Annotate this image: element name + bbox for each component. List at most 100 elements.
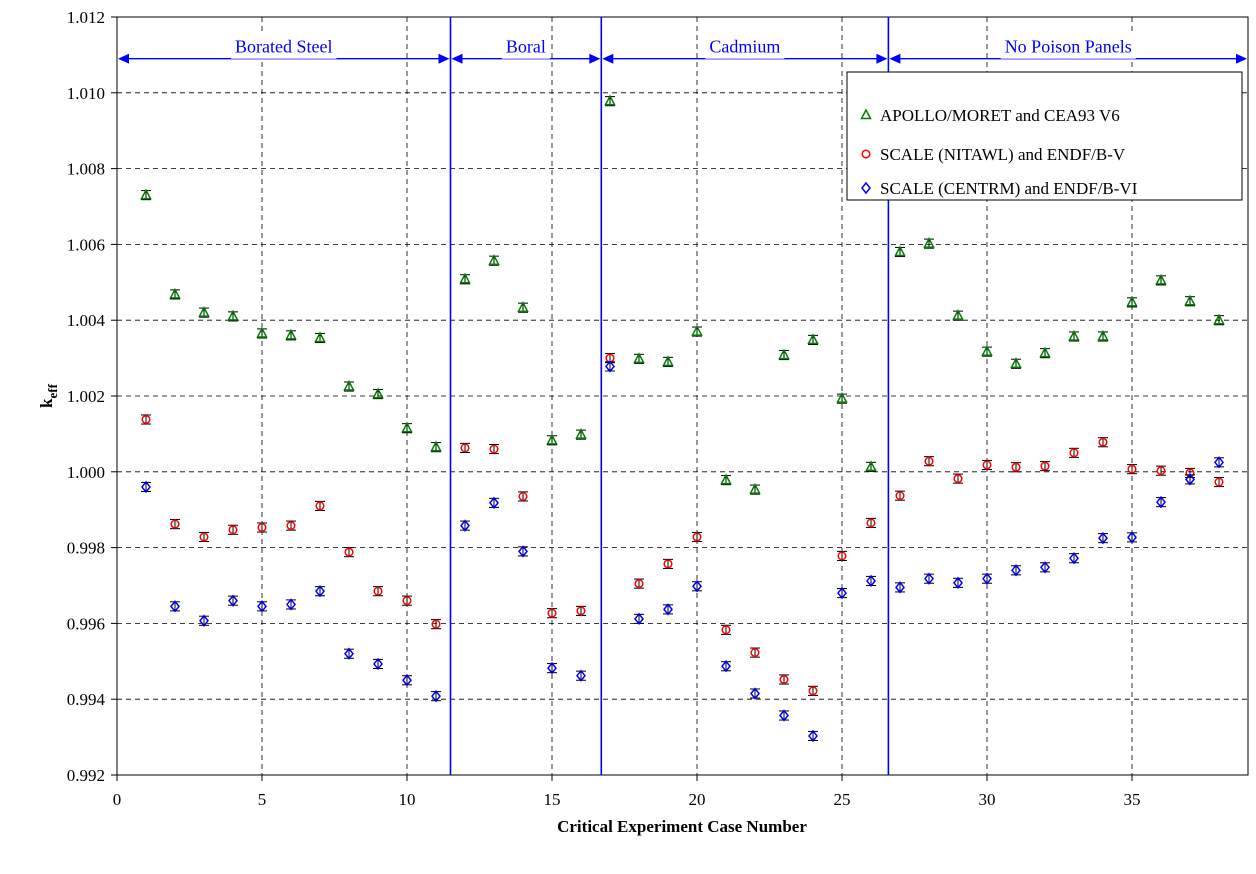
data-point (721, 660, 731, 673)
data-point (286, 598, 296, 611)
data-point (1126, 295, 1138, 307)
data-point (865, 460, 877, 472)
data-point (576, 669, 586, 682)
data-point (170, 600, 180, 613)
data-point (256, 326, 268, 338)
series-1 (141, 353, 1224, 696)
legend-label-apollo: APOLLO/MORET and CEA93 V6 (880, 106, 1120, 125)
data-point (141, 414, 151, 425)
data-point (808, 686, 818, 696)
data-point (1098, 531, 1108, 545)
data-point (749, 483, 761, 494)
region-label: Cadmium (709, 37, 780, 57)
data-point (866, 574, 876, 588)
legend-box (846, 71, 1243, 201)
data-point (953, 474, 963, 484)
legend: APOLLO/MORET and CEA93 V6 SCALE (NITAWL)… (846, 71, 1243, 201)
x-tick-label: 0 (113, 790, 122, 809)
x-tick-label: 30 (979, 790, 996, 809)
data-point (1068, 329, 1080, 341)
legend-entries (860, 108, 872, 195)
region-arrowhead-left (451, 53, 463, 64)
region-label-bg (501, 34, 550, 59)
data-point (431, 619, 441, 629)
data-point (720, 473, 732, 485)
y-tick-label: 0.994 (67, 690, 106, 709)
y-axis-title: keff (37, 383, 60, 408)
data-point (459, 272, 471, 284)
region-label: Borated Steel (235, 37, 332, 57)
data-point (1213, 313, 1225, 325)
data-point (431, 689, 441, 703)
data-point (460, 519, 470, 532)
data-point (721, 625, 731, 635)
data-point (1127, 464, 1137, 474)
data-point (634, 579, 644, 589)
data-point (692, 532, 702, 542)
region-label-bg (231, 34, 337, 59)
data-point (460, 443, 470, 453)
data-point (169, 287, 181, 299)
axis-layer: 0 5 10 15 20 25 30 35 0.992 0.994 0.996 0.998 1.000 1… (67, 8, 1141, 809)
data-point (1011, 564, 1021, 577)
region-label: Boral (506, 37, 546, 57)
data-point (982, 572, 992, 585)
data-point (924, 456, 934, 466)
region-arrowhead-right (876, 53, 888, 64)
data-point (1184, 294, 1196, 306)
data-point (488, 254, 500, 265)
data-point (286, 521, 296, 531)
data-point (315, 501, 325, 511)
x-tick-label: 10 (399, 790, 416, 809)
data-point (1010, 357, 1022, 369)
data-point (285, 328, 297, 340)
data-point (1185, 473, 1195, 486)
data-point (430, 440, 442, 452)
y-tick-label: 1.012 (67, 8, 105, 27)
data-point (923, 237, 935, 248)
data-point (779, 709, 789, 722)
y-tick-label: 0.996 (67, 614, 105, 633)
data-point (924, 572, 934, 585)
data-point (953, 576, 963, 590)
data-point (837, 586, 847, 600)
region-arrowhead-left (118, 53, 129, 64)
y-tick-label: 1.004 (67, 311, 106, 330)
data-point (1214, 456, 1224, 469)
data-point (518, 545, 528, 558)
data-point (518, 491, 528, 501)
x-tick-label: 35 (1124, 790, 1141, 809)
data-point (141, 480, 151, 494)
data-point (808, 729, 818, 743)
series-layer (140, 94, 1225, 743)
data-point (750, 648, 760, 658)
data-point (1069, 448, 1079, 458)
data-point (402, 674, 412, 687)
legend-label-nitawl: SCALE (NITAWL) and ENDF/B-V (880, 145, 1126, 164)
legend-marker (860, 108, 872, 120)
data-point (807, 333, 819, 345)
data-point (489, 444, 499, 454)
x-tick-label: 15 (544, 790, 561, 809)
data-point (662, 355, 674, 367)
data-point (373, 657, 383, 671)
data-point (982, 460, 992, 470)
y-axis-title-sub: eff (45, 383, 60, 398)
region-label-bg (705, 34, 785, 59)
data-point (1127, 531, 1137, 544)
data-point (604, 94, 616, 106)
data-point (663, 603, 673, 616)
data-point (633, 352, 645, 364)
data-point (691, 324, 703, 336)
y-tick-label: 1.002 (67, 387, 105, 406)
series-2 (141, 360, 1224, 743)
data-point (895, 491, 905, 501)
data-point (575, 428, 587, 439)
data-point (952, 309, 964, 320)
region-label-bg (1000, 34, 1136, 59)
data-point (1156, 466, 1166, 476)
x-tick-label: 25 (834, 790, 851, 809)
data-point (517, 301, 529, 312)
data-point (605, 360, 615, 373)
